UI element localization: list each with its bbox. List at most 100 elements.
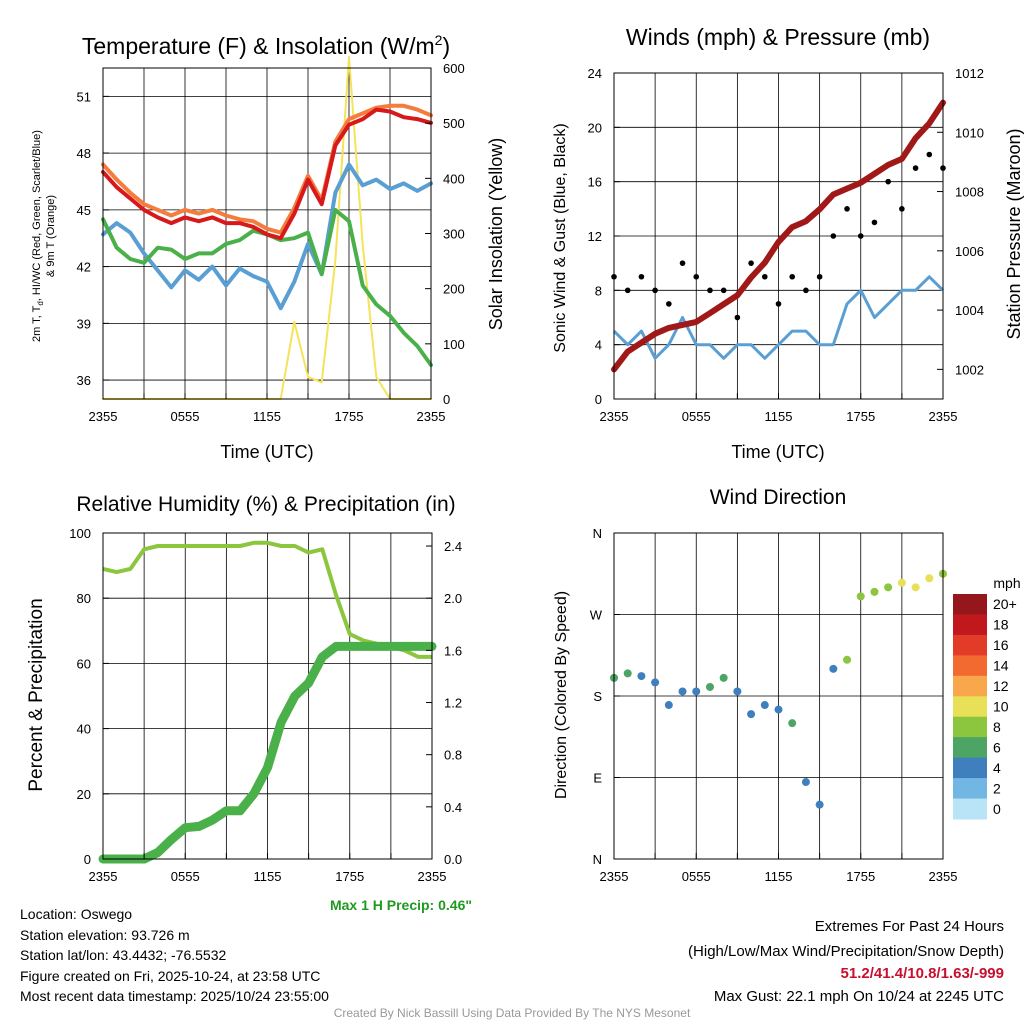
humidity-xtick-label: 2355 xyxy=(89,869,118,884)
winds-xlabel: Time (UTC) xyxy=(731,442,824,462)
winds-xtick-label: 2355 xyxy=(929,409,958,424)
credit-line: Created By Nick Bassill Using Data Provi… xyxy=(333,1006,691,1020)
gust-point xyxy=(844,206,850,212)
direction-axes: 2355 0555 1155 1755 2355 N E S W N xyxy=(590,526,958,884)
gust-point xyxy=(624,287,631,294)
direction-xtick-label: 1155 xyxy=(765,869,793,884)
temperature-y2tick-label: 200 xyxy=(443,282,465,297)
gust-point xyxy=(720,287,727,294)
direction-point xyxy=(884,583,893,592)
gust-point xyxy=(707,287,713,294)
gust-point xyxy=(734,314,741,321)
extremes-subtitle: (High/Low/Max Wind/Precipitation/Snow De… xyxy=(688,943,1004,960)
winds-ytick-label: 24 xyxy=(588,66,602,81)
temperature-ytick-label: 45 xyxy=(77,203,91,218)
gust-point xyxy=(830,233,837,239)
station-location: Location: Oswego xyxy=(20,906,133,922)
temperature-ylabel-line2: & 9m T (Orange) xyxy=(45,195,57,277)
winds-y2tick-label: 1010 xyxy=(955,125,984,140)
temperature-xtick-label: 2355 xyxy=(417,409,446,424)
gust-point xyxy=(679,260,686,266)
colorbar-swatch xyxy=(953,675,987,697)
winds-ytick-label: 0 xyxy=(595,392,602,407)
direction-point xyxy=(925,574,934,583)
gust-point xyxy=(748,260,754,266)
humidity-ytick-label: 100 xyxy=(69,526,91,541)
temperature-xlabel: Time (UTC) xyxy=(220,442,313,462)
direction-point xyxy=(733,687,742,696)
max-gust: Max Gust: 22.1 mph On 10/24 at 2245 UTC xyxy=(713,988,1004,1005)
colorbar-swatch xyxy=(953,696,987,718)
temperature-y2tick-label: 300 xyxy=(443,227,465,242)
colorbar-swatch xyxy=(953,737,987,759)
gust-point xyxy=(816,273,823,280)
winds-ytick-label: 8 xyxy=(595,283,602,298)
winds-ytick-label: 12 xyxy=(588,229,602,244)
max-precip-label: Max 1 H Precip: 0.46" xyxy=(330,897,472,913)
humidity-series xyxy=(98,540,437,864)
colorbar-label: 18 xyxy=(993,617,1009,633)
colorbar-label: 4 xyxy=(993,760,1001,776)
winds-xtick-label: 0555 xyxy=(682,409,711,424)
gust-point xyxy=(652,287,658,294)
temperature-axes: 2355 0555 1155 1755 2355 36 39 42 45 48 51 0 100 200 3… xyxy=(77,61,465,424)
direction-point xyxy=(623,669,632,678)
direction-point xyxy=(788,719,797,728)
temperature-xtick-label: 2355 xyxy=(89,409,118,424)
humidity-panel: Relative Humidity (%) & Precipitation (i… xyxy=(26,493,472,913)
winds-ytick-label: 20 xyxy=(588,120,602,135)
direction-xtick-label: 1755 xyxy=(846,869,875,884)
direction-ytick-label: N xyxy=(593,852,602,867)
gust-point xyxy=(803,287,809,294)
winds-ytick-label: 16 xyxy=(588,175,602,190)
colorbar-swatch xyxy=(953,778,987,800)
series-hi-wc xyxy=(101,162,433,311)
series-station-pressure xyxy=(611,99,946,373)
direction-ytick-label: W xyxy=(590,608,603,623)
colorbar-label: 20+ xyxy=(993,596,1017,612)
direction-point xyxy=(678,687,687,696)
series-2m-t xyxy=(101,107,433,241)
series-sonic-wind xyxy=(612,275,945,360)
temperature-panel: Temperature (F) & Insolation (W/m2) 2355… xyxy=(31,32,506,462)
winds-series xyxy=(611,99,946,373)
gust-point xyxy=(857,233,864,239)
gust-point xyxy=(666,301,672,307)
winds-y2tick-label: 1012 xyxy=(955,66,984,81)
winds-y2tick-label: 1002 xyxy=(955,362,984,377)
direction-point xyxy=(719,673,728,682)
direction-xtick-label: 0555 xyxy=(682,869,711,884)
colorbar-swatch xyxy=(953,655,987,677)
direction-point xyxy=(801,778,810,787)
humidity-y2tick-label: 1.6 xyxy=(444,643,462,658)
humidity-y2tick-label: 0.4 xyxy=(444,800,462,815)
colorbar-swatch xyxy=(953,634,987,656)
direction-grid xyxy=(614,532,943,860)
humidity-ylabel: Percent & Precipitation xyxy=(26,598,47,791)
direction-point xyxy=(911,583,920,592)
humidity-axes: 2355 0555 1155 1755 2355 0 20 40 60 80 100 0.0 0.4 0.… xyxy=(69,526,462,884)
winds-panel: Winds (mph) & Pressure (mb) 2355 0555 1155… xyxy=(552,24,1024,462)
humidity-grid xyxy=(103,532,432,860)
colorbar-label: 10 xyxy=(993,699,1009,715)
humidity-ytick-label: 0 xyxy=(84,852,91,867)
extremes-title: Extremes For Past 24 Hours xyxy=(814,918,1004,935)
direction-point xyxy=(760,701,769,710)
temperature-y2tick-label: 500 xyxy=(443,116,465,131)
temperature-ylabel-line1: 2m T, Td, HI/WC (Red, Green, Scarlet/Blu… xyxy=(31,130,45,342)
winds-xtick-label: 1155 xyxy=(765,409,793,424)
colorbar-label: 6 xyxy=(993,739,1001,755)
humidity-title: Relative Humidity (%) & Precipitation (i… xyxy=(76,493,455,516)
temperature-xtick-label: 0555 xyxy=(171,409,200,424)
temperature-xtick-label: 1155 xyxy=(253,409,281,424)
direction-point xyxy=(705,682,714,691)
direction-point xyxy=(774,705,783,714)
humidity-xtick-label: 2355 xyxy=(418,869,447,884)
colorbar-swatch xyxy=(953,798,987,820)
temperature-ytick-label: 51 xyxy=(77,89,91,104)
station-latlon: Station lat/lon: 43.4432; -76.5532 xyxy=(20,947,227,963)
direction-ytick-label: S xyxy=(593,689,602,704)
direction-point xyxy=(692,687,701,696)
winds-y2label: Station Pressure (Maroon) xyxy=(1004,128,1024,339)
humidity-y2tick-label: 0.0 xyxy=(444,852,462,867)
